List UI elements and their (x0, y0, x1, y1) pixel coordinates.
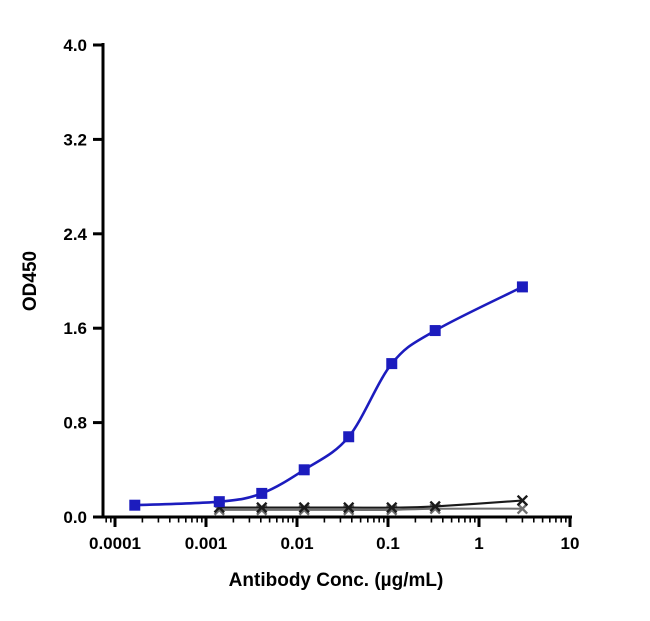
y-axis-tick-label: 4.0 (63, 36, 87, 55)
series-line-blue-squares-binding (133, 285, 524, 507)
x-axis-tick-label: 0.1 (376, 534, 400, 553)
marker-x-black-x-control (516, 494, 529, 507)
y-axis-tick-label: 3.2 (63, 130, 87, 149)
marker-square-blue-squares-binding (343, 431, 355, 443)
x-axis-tick-label: 1 (474, 534, 483, 553)
marker-square-blue-squares-binding (256, 487, 268, 499)
x-axis-tick-label: 10 (561, 534, 580, 553)
axes-layer: 0.0 0.8 1.6 2.4 3.2 4.0 0.0001 0.001 0.01 0.1 1 10 (63, 36, 579, 553)
marker-x-gray-x-control (516, 503, 529, 515)
x-axis-tick-label: 0.01 (280, 534, 313, 553)
x-axis-title: Antibody Conc. (µg/mL) (229, 570, 444, 591)
data-series-layer (129, 281, 529, 516)
y-axis-tick-label: 0.0 (63, 508, 87, 527)
y-axis-title: OD450 (20, 251, 41, 311)
y-axis-tick-label: 1.6 (63, 319, 87, 338)
marker-x-black-x-control (429, 500, 441, 513)
marker-square-blue-squares-binding (213, 496, 225, 508)
x-axis-tick-label: 0.001 (185, 534, 228, 553)
y-axis-tick-label: 0.8 (63, 414, 87, 433)
marker-x-black-x-control (386, 501, 398, 514)
marker-x-black-x-control (256, 501, 268, 514)
x-axis-tick-label: 0.0001 (89, 534, 141, 553)
marker-x-black-x-control (298, 501, 310, 514)
marker-square-blue-squares-binding (429, 325, 441, 337)
marker-square-blue-squares-binding (129, 499, 141, 511)
marker-x-black-x-control (343, 501, 355, 514)
marker-square-blue-squares-binding (386, 358, 398, 370)
y-axis-tick-label: 2.4 (63, 225, 87, 244)
marker-square-blue-squares-binding (298, 464, 310, 476)
marker-square-blue-squares-binding (516, 281, 528, 293)
